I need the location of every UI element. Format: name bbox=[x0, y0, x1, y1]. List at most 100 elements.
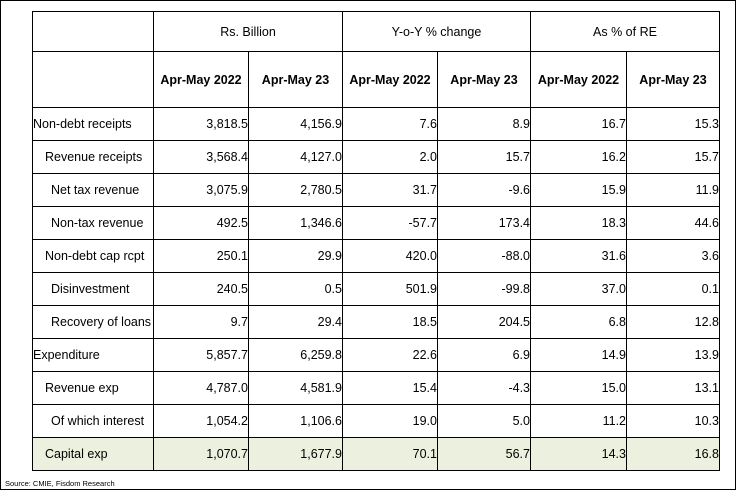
table-row: Revenue exp 4,787.0 4,581.9 15.4 -4.3 15.0 13.… bbox=[32, 371, 720, 405]
value-cell: 29.9 bbox=[248, 239, 343, 273]
value-cell: 29.4 bbox=[248, 305, 343, 339]
value-cell: 240.5 bbox=[153, 272, 249, 306]
group-header-rs-billion: Rs. Billion bbox=[153, 11, 343, 52]
value-cell: 11.9 bbox=[626, 173, 720, 207]
period-header: Apr-May 23 bbox=[248, 51, 343, 108]
table-row: Non-debt receipts 3,818.5 4,156.9 7.6 8.9 16.… bbox=[32, 107, 720, 141]
row-label: Capital exp bbox=[32, 437, 154, 471]
value-cell: 31.6 bbox=[530, 239, 627, 273]
period-header: Apr-May 2022 bbox=[342, 51, 438, 108]
value-cell: 5,857.7 bbox=[153, 338, 249, 372]
table-row: Non-debt cap rcpt 250.1 29.9 420.0 -88.0 31.6… bbox=[32, 239, 720, 273]
row-label: Disinvestment bbox=[32, 272, 154, 306]
source-note: Source: CMIE, Fisdom Research bbox=[5, 479, 115, 488]
value-cell: 15.3 bbox=[626, 107, 720, 141]
value-cell: 6.9 bbox=[437, 338, 531, 372]
value-cell: 3,568.4 bbox=[153, 140, 249, 174]
value-cell: 15.7 bbox=[437, 140, 531, 174]
period-header: Apr-May 2022 bbox=[530, 51, 627, 108]
group-header-pct-of-re: As % of RE bbox=[530, 11, 720, 52]
value-cell: 3.6 bbox=[626, 239, 720, 273]
value-cell: 15.7 bbox=[626, 140, 720, 174]
table-row: Non-tax revenue 492.5 1,346.6 -57.7 173.4 18.… bbox=[32, 206, 720, 240]
value-cell: 1,106.6 bbox=[248, 404, 343, 438]
value-cell: -57.7 bbox=[342, 206, 438, 240]
value-cell: 13.1 bbox=[626, 371, 720, 405]
row-label: Recovery of loans bbox=[32, 305, 154, 339]
fiscal-data-table: Rs. Billion Y-o-Y % change As % of RE Ap… bbox=[32, 11, 720, 471]
table-row: Net tax revenue 3,075.9 2,780.5 31.7 -9.6 15.… bbox=[32, 173, 720, 207]
value-cell: 4,156.9 bbox=[248, 107, 343, 141]
value-cell: 10.3 bbox=[626, 404, 720, 438]
period-header: Apr-May 23 bbox=[626, 51, 720, 108]
table-body: Non-debt receipts 3,818.5 4,156.9 7.6 8.9 16.… bbox=[32, 107, 720, 471]
table-row: Expenditure 5,857.7 6,259.8 22.6 6.9 14.9 13.9 bbox=[32, 338, 720, 372]
value-cell: 2.0 bbox=[342, 140, 438, 174]
table-row: Revenue receipts 3,568.4 4,127.0 2.0 15.7 16.… bbox=[32, 140, 720, 174]
row-label: Revenue receipts bbox=[32, 140, 154, 174]
value-cell: 6.8 bbox=[530, 305, 627, 339]
corner-header-cell bbox=[32, 11, 154, 52]
value-cell: 5.0 bbox=[437, 404, 531, 438]
corner-header-cell bbox=[32, 51, 154, 108]
value-cell: 19.0 bbox=[342, 404, 438, 438]
value-cell: 2,780.5 bbox=[248, 173, 343, 207]
table-row: Recovery of loans 9.7 29.4 18.5 204.5 6.8 12.8 bbox=[32, 305, 720, 339]
value-cell: 6,259.8 bbox=[248, 338, 343, 372]
value-cell: 7.6 bbox=[342, 107, 438, 141]
value-cell: 8.9 bbox=[437, 107, 531, 141]
value-cell: 11.2 bbox=[530, 404, 627, 438]
value-cell: 15.0 bbox=[530, 371, 627, 405]
value-cell: 18.5 bbox=[342, 305, 438, 339]
value-cell: 14.3 bbox=[530, 437, 627, 471]
value-cell: -99.8 bbox=[437, 272, 531, 306]
period-header: Apr-May 2022 bbox=[153, 51, 249, 108]
value-cell: 13.9 bbox=[626, 338, 720, 372]
row-label: Expenditure bbox=[32, 338, 154, 372]
value-cell: 44.6 bbox=[626, 206, 720, 240]
value-cell: 4,581.9 bbox=[248, 371, 343, 405]
row-label: Non-debt receipts bbox=[32, 107, 154, 141]
value-cell: 250.1 bbox=[153, 239, 249, 273]
value-cell: 14.9 bbox=[530, 338, 627, 372]
value-cell: 31.7 bbox=[342, 173, 438, 207]
value-cell: 37.0 bbox=[530, 272, 627, 306]
period-header: Apr-May 23 bbox=[437, 51, 531, 108]
value-cell: 16.2 bbox=[530, 140, 627, 174]
row-label: Net tax revenue bbox=[32, 173, 154, 207]
value-cell: 12.8 bbox=[626, 305, 720, 339]
table-row: Disinvestment 240.5 0.5 501.9 -99.8 37.0 0.1 bbox=[32, 272, 720, 306]
value-cell: 501.9 bbox=[342, 272, 438, 306]
group-header-yoy-change: Y-o-Y % change bbox=[342, 11, 531, 52]
value-cell: 1,346.6 bbox=[248, 206, 343, 240]
value-cell: 3,075.9 bbox=[153, 173, 249, 207]
value-cell: 16.8 bbox=[626, 437, 720, 471]
value-cell: 16.7 bbox=[530, 107, 627, 141]
value-cell: 1,054.2 bbox=[153, 404, 249, 438]
value-cell: -4.3 bbox=[437, 371, 531, 405]
period-header-row: Apr-May 2022 Apr-May 23 Apr-May 2022 Apr… bbox=[32, 51, 720, 108]
value-cell: 0.1 bbox=[626, 272, 720, 306]
table-row: Capital exp 1,070.7 1,677.9 70.1 56.7 14.3 16.… bbox=[32, 437, 720, 471]
value-cell: 492.5 bbox=[153, 206, 249, 240]
table-row: Of which interest 1,054.2 1,106.6 19.0 5.0 11… bbox=[32, 404, 720, 438]
value-cell: 18.3 bbox=[530, 206, 627, 240]
value-cell: -88.0 bbox=[437, 239, 531, 273]
value-cell: 22.6 bbox=[342, 338, 438, 372]
row-label: Non-tax revenue bbox=[32, 206, 154, 240]
row-label: Non-debt cap rcpt bbox=[32, 239, 154, 273]
value-cell: 420.0 bbox=[342, 239, 438, 273]
column-group-header-row: Rs. Billion Y-o-Y % change As % of RE bbox=[32, 11, 720, 52]
value-cell: 1,070.7 bbox=[153, 437, 249, 471]
row-label: Revenue exp bbox=[32, 371, 154, 405]
value-cell: 15.9 bbox=[530, 173, 627, 207]
value-cell: 1,677.9 bbox=[248, 437, 343, 471]
value-cell: 70.1 bbox=[342, 437, 438, 471]
value-cell: 56.7 bbox=[437, 437, 531, 471]
value-cell: 4,787.0 bbox=[153, 371, 249, 405]
value-cell: 0.5 bbox=[248, 272, 343, 306]
value-cell: -9.6 bbox=[437, 173, 531, 207]
value-cell: 9.7 bbox=[153, 305, 249, 339]
value-cell: 204.5 bbox=[437, 305, 531, 339]
